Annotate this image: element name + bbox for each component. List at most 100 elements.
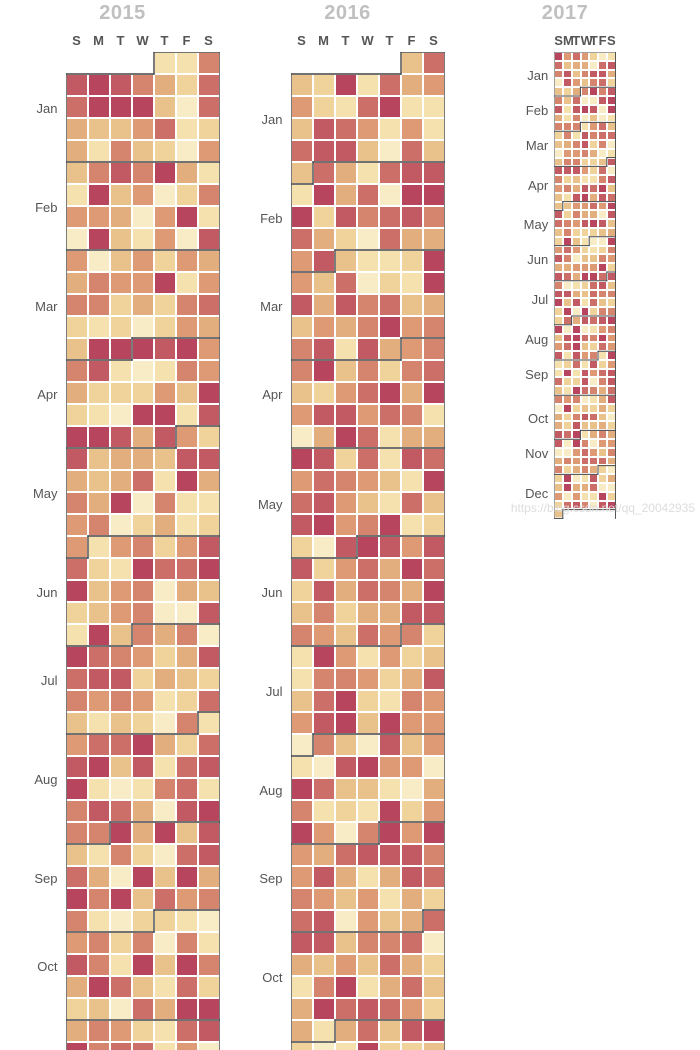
month-label: Aug <box>259 783 282 798</box>
day-cell <box>401 184 423 206</box>
day-cell <box>313 602 335 624</box>
day-cell <box>335 74 357 96</box>
day-cell <box>581 105 590 114</box>
day-cell <box>132 690 154 712</box>
day-cell <box>335 558 357 580</box>
day-cell <box>589 219 598 228</box>
day-cell <box>401 206 423 228</box>
day-cell <box>291 184 313 206</box>
day-cell <box>379 734 401 756</box>
day-cell <box>335 756 357 778</box>
day-cell <box>581 492 590 501</box>
day-cell <box>176 118 198 140</box>
day-cell <box>563 342 572 351</box>
day-cell <box>110 294 132 316</box>
day-cell <box>176 162 198 184</box>
day-cell <box>423 580 445 602</box>
day-cell <box>176 426 198 448</box>
day-cell <box>572 131 581 140</box>
day-cell <box>598 360 607 369</box>
day-cell <box>554 166 563 175</box>
day-cell <box>554 228 563 237</box>
day-cell <box>110 1020 132 1042</box>
day-cell <box>313 404 335 426</box>
day-cell <box>423 910 445 932</box>
day-cell <box>357 360 379 382</box>
day-cell <box>198 228 220 250</box>
day-cell <box>563 369 572 378</box>
day-cell <box>581 369 590 378</box>
day-cell <box>198 778 220 800</box>
day-cell <box>291 1042 313 1050</box>
day-cell <box>572 369 581 378</box>
day-cell <box>598 298 607 307</box>
day-cell <box>154 558 176 580</box>
day-cell <box>379 316 401 338</box>
day-cell <box>335 1042 357 1050</box>
day-cell <box>598 430 607 439</box>
day-cell <box>572 96 581 105</box>
month-label: Jan <box>37 101 58 116</box>
day-cell <box>598 122 607 131</box>
day-cell <box>554 360 563 369</box>
month-label: Mar <box>35 299 57 314</box>
day-cell <box>598 404 607 413</box>
month-label: Dec <box>525 486 548 501</box>
day-cell <box>198 162 220 184</box>
day-cell <box>554 413 563 422</box>
day-cell <box>176 338 198 360</box>
day-cell <box>132 888 154 910</box>
day-cell <box>88 800 110 822</box>
dow-label: W <box>581 33 590 48</box>
day-cell <box>335 206 357 228</box>
day-cell <box>335 624 357 646</box>
day-cell <box>401 624 423 646</box>
day-cell <box>581 202 590 211</box>
day-cell <box>581 395 590 404</box>
dow-label: M <box>563 33 572 48</box>
day-cell <box>423 206 445 228</box>
day-cell <box>198 646 220 668</box>
day-cell <box>132 580 154 602</box>
day-cell <box>291 448 313 470</box>
day-cell <box>313 1020 335 1042</box>
day-cell <box>132 206 154 228</box>
day-cell <box>572 281 581 290</box>
day-cell <box>607 448 616 457</box>
day-cell <box>291 602 313 624</box>
day-cell <box>66 800 88 822</box>
day-cell <box>423 712 445 734</box>
day-cell <box>110 1042 132 1050</box>
day-cell <box>313 448 335 470</box>
day-cell <box>401 118 423 140</box>
month-label: Apr <box>262 387 282 402</box>
day-cell <box>589 246 598 255</box>
day-cell <box>423 162 445 184</box>
day-cell <box>581 184 590 193</box>
dow-header: SMTWTFS <box>554 33 616 48</box>
day-cell <box>581 448 590 457</box>
year-panel-2016: 2016SMTWTFSJanFebMarAprMayJunJulAugSepOc… <box>235 0 460 525</box>
day-cell <box>176 294 198 316</box>
day-cell <box>607 122 616 131</box>
day-cell <box>198 558 220 580</box>
day-cell <box>88 206 110 228</box>
day-cell <box>110 536 132 558</box>
day-cell <box>563 237 572 246</box>
day-cell <box>66 492 88 514</box>
day-cell <box>291 96 313 118</box>
day-cell <box>598 70 607 79</box>
day-cell <box>291 1020 313 1042</box>
day-cell <box>110 602 132 624</box>
day-cell <box>554 307 563 316</box>
day-cell <box>335 228 357 250</box>
day-cell <box>110 712 132 734</box>
day-cell <box>88 668 110 690</box>
day-cell <box>423 118 445 140</box>
day-cell <box>291 514 313 536</box>
month-label: Jun <box>527 252 548 267</box>
day-cell <box>563 193 572 202</box>
day-cell <box>357 998 379 1020</box>
day-cell <box>401 1020 423 1042</box>
day-cell <box>607 421 616 430</box>
